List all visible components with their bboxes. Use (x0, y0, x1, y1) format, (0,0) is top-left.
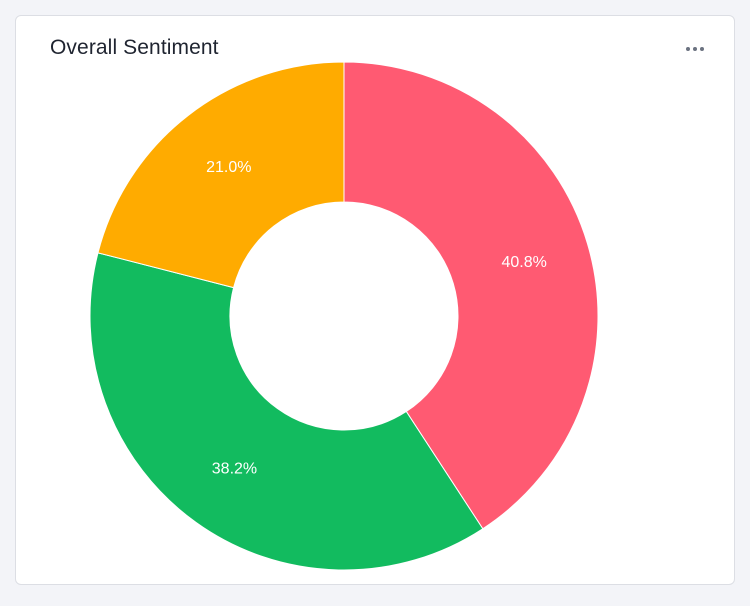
more-options-button[interactable] (682, 38, 708, 60)
slice-label-negative: 40.8% (502, 254, 547, 271)
donut-slice-negative[interactable] (343, 61, 599, 530)
donut-slice-positive[interactable] (89, 252, 484, 571)
slice-label-neutral: 21.0% (206, 159, 251, 176)
more-horizontal-icon-dot (693, 47, 697, 51)
donut-slice-neutral[interactable] (97, 61, 345, 289)
more-horizontal-icon (686, 47, 690, 51)
card-title: Overall Sentiment (50, 36, 219, 59)
more-horizontal-icon-dot (700, 47, 704, 51)
slice-label-positive: 38.2% (212, 460, 257, 477)
